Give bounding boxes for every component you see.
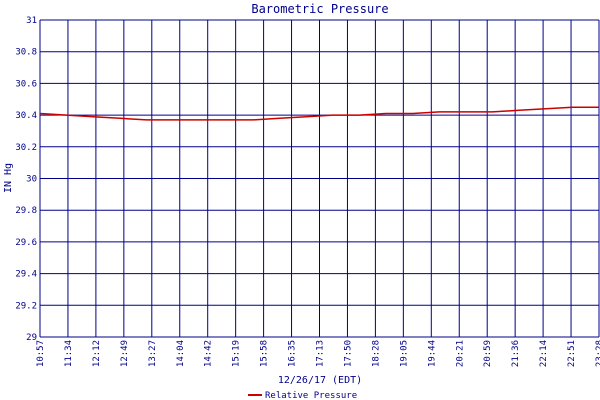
x-tick-label: 20:59 — [483, 340, 493, 367]
x-tick-label: 10:57 — [36, 340, 46, 367]
x-tick-label: 17:13 — [316, 340, 326, 367]
x-tick-label: 14:04 — [176, 340, 186, 367]
y-tick-label: 31 — [26, 16, 37, 26]
x-tick-label: 13:27 — [148, 340, 158, 367]
x-tick-label: 20:21 — [455, 340, 465, 367]
y-tick-label: 30.2 — [15, 143, 37, 153]
x-tick-label: 22:51 — [567, 340, 577, 367]
y-axis-label: IN Hg — [3, 163, 14, 193]
x-tick-label: 12:12 — [92, 340, 102, 367]
y-tick-label: 30.6 — [15, 79, 37, 89]
x-tick-label: 22:14 — [539, 340, 549, 367]
x-tick-label: 12:49 — [120, 340, 130, 367]
y-tick-label: 30.4 — [15, 111, 37, 121]
y-tick-labels: 29 29.2 29.4 29.6 29.8 30 30.2 30.4 30.6 30.8 31 — [15, 16, 37, 343]
x-tick-label: 21:36 — [511, 340, 521, 367]
x-tick-label: 23:28 — [595, 340, 600, 367]
x-tick-label: 14:42 — [204, 340, 214, 367]
y-tick-label: 30 — [26, 175, 37, 185]
x-tick-label: 18:28 — [371, 340, 381, 367]
y-tick-label: 29 — [26, 333, 37, 343]
x-tick-label: 16:35 — [288, 340, 298, 367]
x-tick-label: 15:19 — [232, 340, 242, 367]
y-tick-label: 29.6 — [15, 238, 37, 248]
plot-grid — [39, 19, 600, 338]
x-axis-label: 12/26/17 (EDT) — [278, 375, 362, 386]
y-tick-label: 30.8 — [15, 48, 37, 58]
legend: Relative Pressure — [248, 391, 357, 400]
y-tick-label: 29.2 — [15, 301, 37, 311]
x-tick-labels: 10:57 11:34 12:12 12:49 13:27 14:04 14:42 15:19… — [36, 340, 600, 367]
x-tick-label: 19:05 — [399, 340, 409, 367]
x-tick-label: 15:58 — [260, 340, 270, 367]
series-line-relative-pressure — [39, 106, 599, 121]
x-tick-label: 11:34 — [64, 340, 74, 367]
x-tick-label: 17:50 — [343, 340, 353, 367]
legend-label-relative-pressure: Relative Pressure — [265, 391, 357, 400]
y-tick-label: 29.8 — [15, 206, 37, 216]
chart-title: Barometric Pressure — [251, 2, 388, 16]
x-tick-label: 19:44 — [427, 340, 437, 367]
y-tick-label: 29.4 — [15, 270, 37, 280]
